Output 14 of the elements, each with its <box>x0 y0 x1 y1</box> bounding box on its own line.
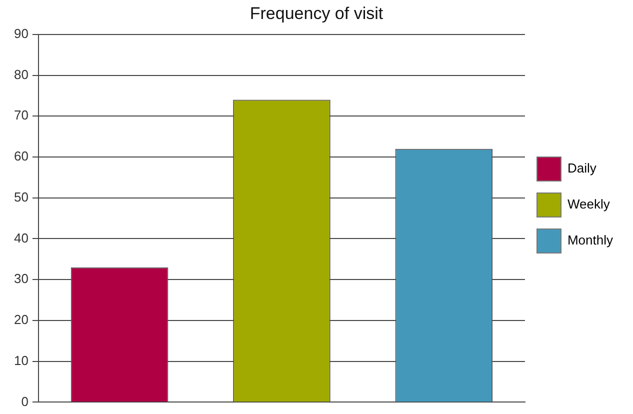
legend-label: Monthly <box>567 232 614 248</box>
legend-label: Weekly <box>567 196 610 212</box>
y-tick-label: 90 <box>14 26 28 41</box>
chart-title: Frequency of visit <box>250 4 384 23</box>
y-tick-label: 30 <box>14 271 28 286</box>
y-tick-label: 10 <box>14 352 28 368</box>
y-tick-label: 70 <box>14 108 28 123</box>
y-tick-label: 60 <box>14 148 28 164</box>
y-tick-label: 80 <box>14 66 28 82</box>
y-tick-label: 0 <box>21 394 28 409</box>
y-tick-label: 20 <box>14 312 28 328</box>
y-tick-label: 50 <box>14 189 28 204</box>
legend-label: Daily <box>567 160 597 176</box>
y-tick-label: 40 <box>14 230 28 246</box>
